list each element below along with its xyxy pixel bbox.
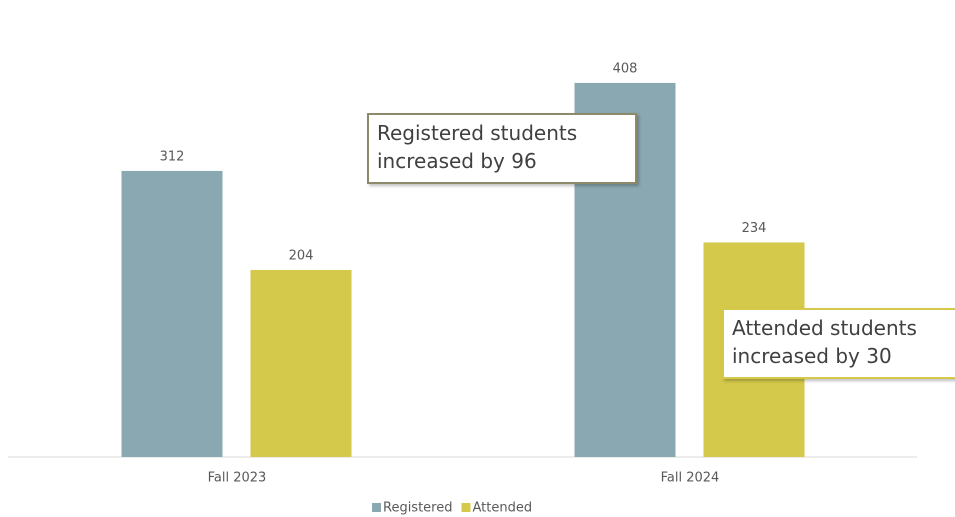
- legend-swatch: [372, 503, 381, 512]
- legend-label: Attended: [473, 501, 533, 516]
- value-label: 312: [160, 149, 185, 164]
- annotation-line: increased by 96: [377, 149, 537, 173]
- legend-label: Registered: [383, 501, 453, 516]
- value-label: 408: [613, 61, 638, 76]
- legend-swatch: [461, 503, 471, 512]
- annotation-line: Attended students: [732, 316, 917, 340]
- value-label: 234: [742, 221, 767, 236]
- bar: [121, 170, 223, 457]
- annotation: Registered students increased by 96: [367, 113, 637, 184]
- x-tick-label: Fall 2023: [208, 471, 267, 486]
- bar: [250, 269, 352, 457]
- value-label: 204: [289, 248, 314, 263]
- x-tick-label: Fall 2024: [661, 471, 720, 486]
- annotation-line: Registered students: [377, 121, 578, 145]
- annotation-line: increased by 30: [732, 344, 892, 368]
- annotation: Attended students increased by 30: [722, 308, 955, 379]
